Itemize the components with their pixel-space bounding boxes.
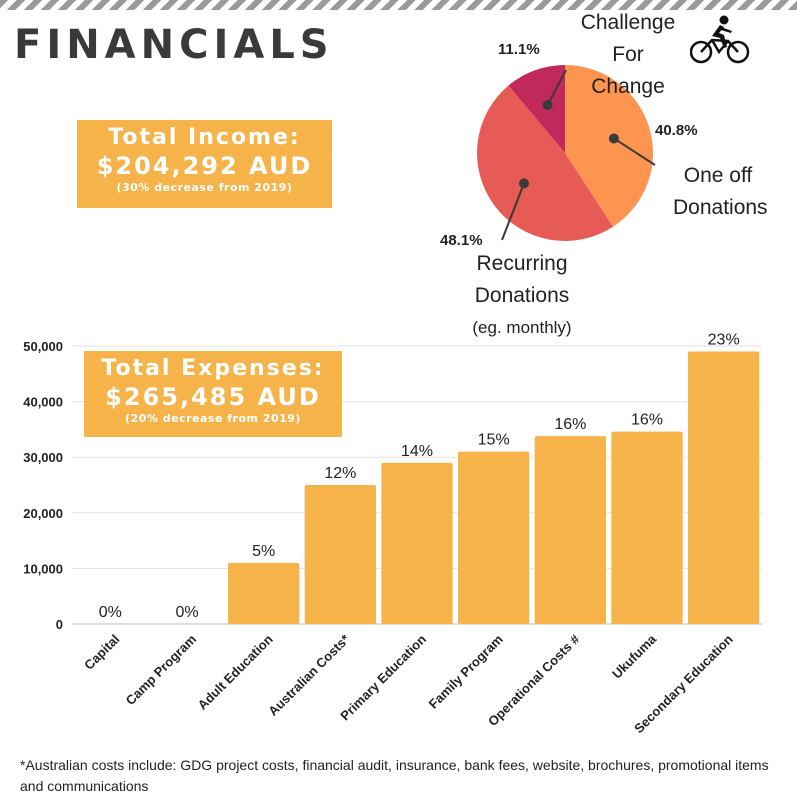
pie-label-recurring-line1: Recurring xyxy=(476,252,568,275)
total-income-note: (30% decrease from 2019) xyxy=(116,181,293,194)
x-category-label: Adult Education xyxy=(195,631,276,712)
total-expenses-value: $265,485 AUD xyxy=(105,383,321,411)
x-category-label: Primary Education xyxy=(337,631,429,723)
x-category-label: Camp Program xyxy=(123,632,200,709)
pie-label-recurring: Recurring Donations (eg. monthly) xyxy=(462,248,582,344)
y-tick-label: 20,000 xyxy=(23,506,63,521)
total-expenses-box: Total Expenses: $265,485 AUD (20% decrea… xyxy=(84,351,342,437)
pie-chart xyxy=(477,65,656,241)
bar-value-label: 14% xyxy=(401,443,433,460)
x-category-label: Australian Costs* xyxy=(265,631,353,719)
pie-leader-challenge-dot xyxy=(542,100,553,111)
pie-leader-challenge xyxy=(546,69,567,106)
total-expenses-label: Total Expenses: xyxy=(101,356,325,381)
cyclist-icon xyxy=(690,15,750,64)
total-expenses-note: (20% decrease from 2019) xyxy=(125,412,301,425)
pie-leader-one-off xyxy=(613,137,656,166)
pie-pct-recurring: 48.1% xyxy=(440,232,483,249)
bar-value-label: 0% xyxy=(175,604,198,621)
x-category-label: Capital xyxy=(81,632,122,673)
top-stripe xyxy=(0,0,797,10)
x-category-label: Ukufuma xyxy=(609,631,659,681)
pie-label-recurring-line2: Donations xyxy=(474,284,570,307)
pie-slice-one-off xyxy=(565,65,653,227)
bar-value-label: 15% xyxy=(478,432,510,449)
bar-value-label: 0% xyxy=(99,604,122,621)
pie-label-challenge-line2: For Change xyxy=(591,43,665,98)
bar xyxy=(611,431,683,624)
pie-label-one-off-line1: One off xyxy=(683,164,753,187)
pie-slice-challenge xyxy=(508,65,565,153)
total-income-value: $204,292 AUD xyxy=(96,152,313,180)
pie-leader-recurring-dot xyxy=(518,178,529,189)
y-tick-label: 50,000 xyxy=(23,339,63,354)
bar xyxy=(458,451,530,624)
pie-slice-recurring xyxy=(477,85,614,241)
pie-label-one-off-line2: Donations xyxy=(673,196,768,219)
y-tick-label: 40,000 xyxy=(23,395,63,410)
bar xyxy=(381,462,453,624)
pie-leader-one-off-dot xyxy=(608,133,619,144)
pie-label-challenge: Challenge For Change xyxy=(573,7,683,103)
bar-value-label: 23% xyxy=(708,332,740,349)
footnote: *Australian costs include: GDG project c… xyxy=(20,757,769,794)
y-tick-label: 30,000 xyxy=(23,450,63,465)
y-tick-label: 0 xyxy=(56,617,63,632)
bar-value-label: 16% xyxy=(554,416,586,433)
pie-pct-one-off: 40.8% xyxy=(655,122,698,139)
bar xyxy=(228,562,300,624)
bar-value-label: 16% xyxy=(631,412,663,429)
bar-value-label: 12% xyxy=(324,465,356,482)
bar xyxy=(688,351,760,624)
pie-pct-challenge: 11.1% xyxy=(498,41,540,58)
y-tick-label: 10,000 xyxy=(23,561,63,576)
pie-label-one-off: One off Donations xyxy=(673,160,768,224)
total-income-box: Total Income: $204,292 AUD (30% decrease… xyxy=(77,120,332,208)
total-income-label: Total Income: xyxy=(108,125,301,150)
bar xyxy=(304,485,376,624)
bar xyxy=(534,436,606,624)
page-title: FINANCIALS xyxy=(14,22,334,68)
pie-label-recurring-line3: (eg. monthly) xyxy=(472,318,572,337)
bar-value-label: 5% xyxy=(252,543,275,560)
pie-leader-recurring xyxy=(501,183,525,241)
x-category-label: Family Program xyxy=(426,632,506,712)
pie-label-challenge-line1: Challenge xyxy=(580,11,676,34)
